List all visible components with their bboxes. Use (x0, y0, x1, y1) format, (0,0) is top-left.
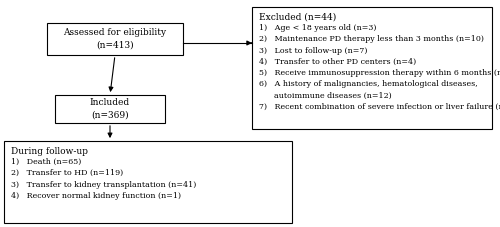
Text: 1)   Death (n=65)
2)   Transfer to HD (n=119)
3)   Transfer to kidney transplant: 1) Death (n=65) 2) Transfer to HD (n=119… (11, 158, 196, 200)
Text: Excluded (n=44): Excluded (n=44) (259, 13, 336, 22)
Text: 1)   Age < 18 years old (n=3)
2)   Maintenance PD therapy less than 3 months (n=: 1) Age < 18 years old (n=3) 2) Maintenan… (259, 24, 500, 111)
Bar (4, 141, 292, 223)
Bar (252, 7, 492, 129)
Text: Included
(n=369): Included (n=369) (90, 98, 130, 120)
Bar (55, 95, 165, 123)
Text: Assessed for eligibility
(n=413): Assessed for eligibility (n=413) (64, 28, 166, 50)
Text: During follow-up: During follow-up (11, 147, 88, 156)
Bar (48, 23, 182, 55)
